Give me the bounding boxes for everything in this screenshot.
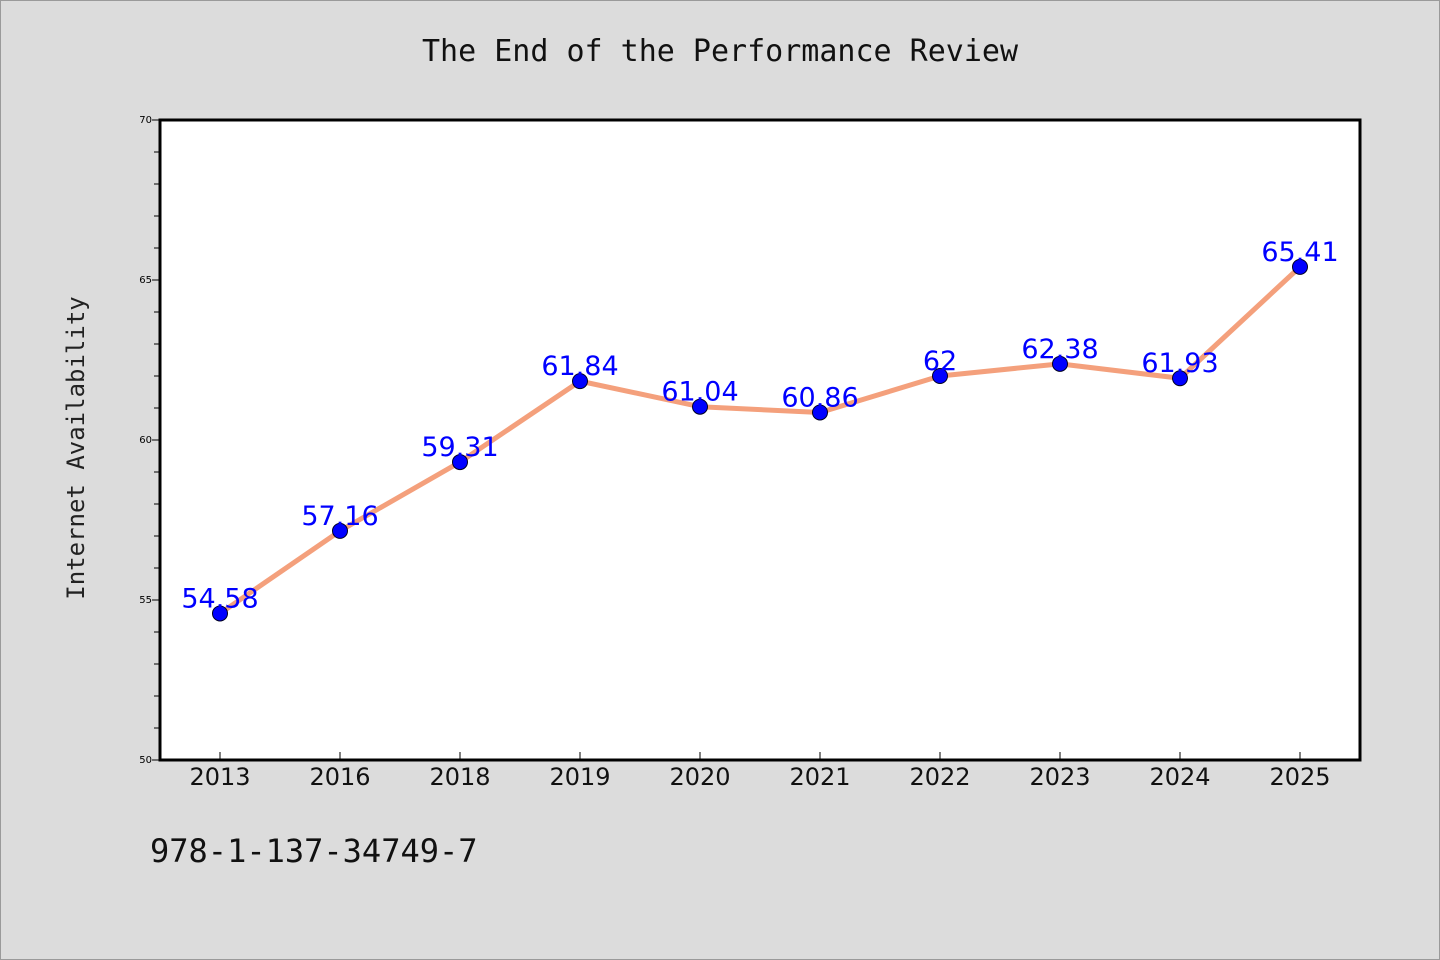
data-label: 62 <box>923 346 957 377</box>
x-tick-label: 2019 <box>549 763 610 791</box>
x-tick-label: 2020 <box>669 763 730 791</box>
chart-title: The End of the Performance Review <box>421 34 1019 69</box>
data-point <box>572 373 588 390</box>
data-label: 61.04 <box>661 377 738 408</box>
data-point <box>932 368 948 384</box>
data-label: 60.86 <box>781 382 858 413</box>
y-tick-label: 60 <box>139 435 152 446</box>
data-label: 57.16 <box>301 501 378 532</box>
x-tick-label: 2016 <box>309 763 370 791</box>
y-tick-label: 55 <box>139 595 152 606</box>
data-point <box>452 454 468 471</box>
data-label: 61.84 <box>541 351 618 382</box>
data-label: 59.31 <box>421 432 498 463</box>
data-point <box>1172 370 1188 387</box>
data-label: 62.38 <box>1021 334 1098 365</box>
data-point <box>212 605 228 622</box>
data-point <box>1052 355 1068 372</box>
x-tick-label: 2023 <box>1029 763 1090 791</box>
x-tick-label: 2018 <box>429 763 490 791</box>
series-group: 54.58 57.16 59.31 61.84 61.04 60.86 62 62.38 61.… <box>181 237 1339 622</box>
x-tick-label: 2013 <box>189 763 250 791</box>
series-line <box>217 264 1303 616</box>
data-label: 65.41 <box>1261 237 1338 268</box>
data-point <box>332 522 348 539</box>
y-axis: 50 55 60 65 70 <box>139 115 160 766</box>
y-tick-label: 70 <box>139 115 152 126</box>
data-point <box>692 398 708 415</box>
data-label: 61.93 <box>1141 348 1218 379</box>
data-point <box>812 404 828 421</box>
x-tick-label: 2022 <box>909 763 970 791</box>
data-label: 54.58 <box>181 583 258 614</box>
x-tick-label: 2024 <box>1149 763 1210 791</box>
x-tick-label: 2025 <box>1269 763 1330 791</box>
y-tick-label: 50 <box>139 755 152 766</box>
isbn-text: 978-1-137-34749-7 <box>150 832 478 870</box>
data-point <box>1292 258 1308 275</box>
plot-area <box>158 118 1362 762</box>
x-axis: 2013 2016 2018 2019 2020 2021 2022 2023 2024 2025 <box>189 752 1331 791</box>
x-tick-label: 2021 <box>789 763 850 791</box>
y-tick-label: 65 <box>139 275 152 286</box>
